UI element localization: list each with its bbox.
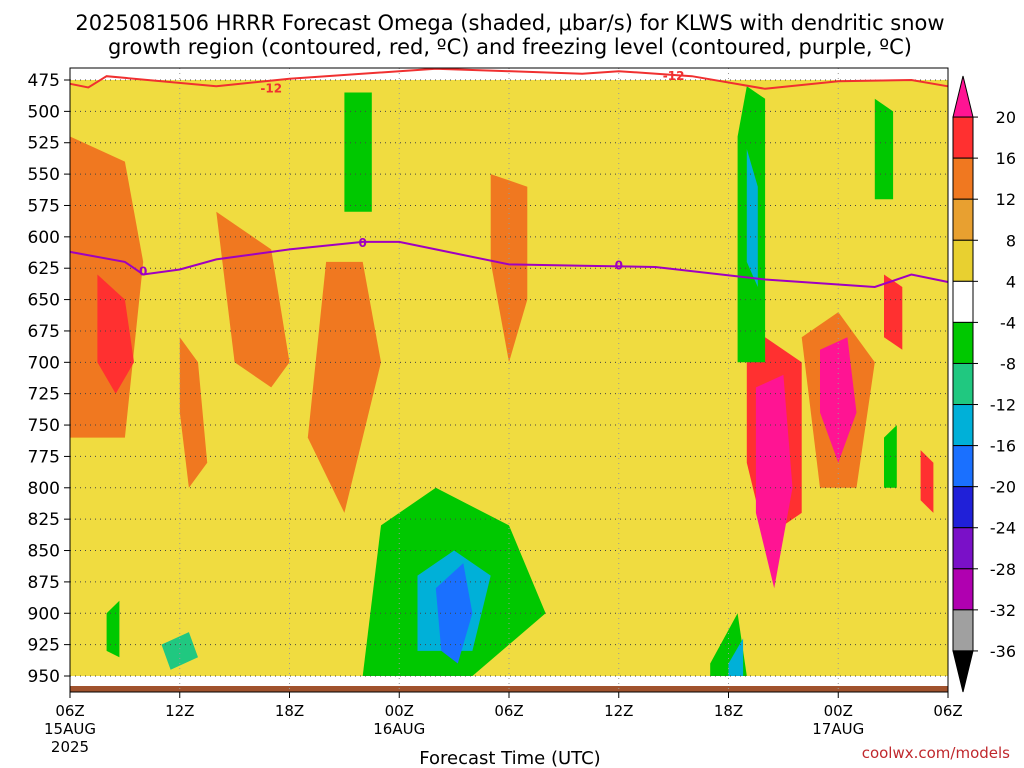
y-tick-label: 825: [28, 510, 60, 530]
y-tick-label: 475: [28, 71, 60, 91]
descent-region-9: [106, 600, 120, 658]
y-tick-label: 550: [28, 165, 60, 185]
colorbar-swatch: [952, 239, 974, 282]
colorbar-label: -8: [1000, 354, 1016, 373]
y-tick-label: 575: [28, 196, 60, 216]
y-tick-label: 925: [28, 636, 60, 656]
x-tick-label: 06Z: [933, 702, 962, 720]
y-tick-label: 750: [28, 416, 60, 436]
colorbar-label: 4: [1006, 272, 1016, 291]
x-tick-date: 15AUG: [44, 720, 96, 738]
y-tick-label: 500: [28, 102, 60, 122]
colorbar-label: -4: [1000, 313, 1016, 332]
y-tick-label: 600: [28, 228, 60, 248]
descent-region-8: [728, 638, 744, 676]
colorbar-swatch: [952, 609, 974, 652]
colorbar: 20 16 12 8 4 -4 -8 -12 -16 -20 -24 -28 -32 -36: [952, 75, 1016, 693]
colorbar-swatch: [952, 568, 974, 611]
colorbar-label: -28: [990, 560, 1016, 579]
chart-title-line1: 2025081506 HRRR Forecast Omega (shaded, …: [75, 11, 944, 35]
freezing-level-label: 0: [139, 265, 147, 279]
colorbar-swatch: [952, 280, 974, 323]
x-tick-label: 12Z: [604, 702, 633, 720]
x-tick-label: 00Z: [824, 702, 853, 720]
dgz-top-line: [69, 67, 949, 90]
dgz-top-label: -12: [260, 82, 282, 96]
y-tick-label: 900: [28, 604, 60, 624]
ascent-region-3: [216, 211, 290, 388]
y-tick-label: 775: [28, 447, 60, 467]
ascent-region-2: [97, 274, 134, 394]
colorbar-label: 12: [996, 190, 1016, 209]
colorbar-arrow-top: [952, 75, 974, 118]
x-tick-label: 06Z: [55, 702, 84, 720]
descent-region-3: [874, 98, 894, 200]
colorbar-label: -12: [990, 396, 1016, 415]
y-tick-label: 675: [28, 322, 60, 342]
x-tick-label: 06Z: [494, 702, 523, 720]
colorbar-swatch: [952, 157, 974, 200]
colorbar-label: -24: [990, 519, 1016, 538]
y-tick-label: 525: [28, 134, 60, 154]
colorbar-swatch: [952, 404, 974, 447]
colorbar-label: 20: [996, 108, 1016, 127]
colorbar-swatch: [952, 116, 974, 159]
x-tick-label: 18Z: [275, 702, 304, 720]
colorbar-label: 16: [996, 149, 1016, 168]
colorbar-label: -20: [990, 478, 1016, 497]
x-tick-label: 00Z: [385, 702, 414, 720]
descent-region-6: [435, 563, 473, 664]
colorbar-label: -36: [990, 642, 1016, 661]
x-tick-label: 18Z: [714, 702, 743, 720]
dgz-top-label: -12: [663, 69, 685, 83]
x-tick-year: 2025: [51, 738, 89, 756]
x-axis-label: Forecast Time (UTC): [419, 748, 600, 768]
colorbar-label: -16: [990, 437, 1016, 456]
freezing-level-label: 0: [358, 236, 366, 250]
plot-area: 0 0 0 -12 -12: [69, 67, 949, 693]
y-tick-label: 875: [28, 573, 60, 593]
colorbar-label: -32: [990, 601, 1016, 620]
ascent-region-12: [920, 450, 934, 513]
freezing-level-label: 0: [615, 258, 623, 272]
ascent-region-6: [179, 337, 208, 488]
x-tick-date: 17AUG: [812, 720, 864, 738]
colorbar-label: 8: [1006, 231, 1016, 250]
colorbar-swatch: [952, 486, 974, 529]
descent-region-2: [746, 149, 758, 287]
x-tick-label: 12Z: [165, 702, 194, 720]
x-tick-date: 16AUG: [373, 720, 425, 738]
y-tick-label: 800: [28, 479, 60, 499]
colorbar-swatch: [952, 198, 974, 241]
colorbar-swatch: [952, 321, 974, 364]
colorbar-swatch: [952, 527, 974, 570]
ascent-region-11: [884, 274, 903, 350]
colorbar-arrow-bottom: [952, 650, 974, 693]
descent-region-10: [161, 632, 198, 670]
y-tick-label: 725: [28, 385, 60, 405]
y-tick-label: 625: [28, 259, 60, 279]
credit-text: coolwx.com/models: [862, 744, 1010, 762]
ascent-region-8: [755, 374, 793, 589]
ascent-region-4: [307, 261, 381, 513]
y-tick-label: 850: [28, 542, 60, 562]
y-tick-label: 700: [28, 353, 60, 373]
y-tick-label: 950: [28, 667, 60, 687]
y-axis-ticks: 475 500 525 550 575 600 625 650 675 700 725 750 775 8…: [28, 71, 70, 687]
ascent-region-10: [820, 337, 857, 463]
contour-lines: 0 0 0 -12 -12: [69, 67, 949, 289]
freezing-level-line: [69, 240, 949, 289]
colorbar-swatch: [952, 362, 974, 406]
y-tick-label: 650: [28, 291, 60, 311]
descent-region-0: [344, 92, 372, 212]
colorbar-swatch: [952, 445, 974, 488]
chart-title-line2: growth region (contoured, red, ºC) and f…: [108, 35, 912, 59]
